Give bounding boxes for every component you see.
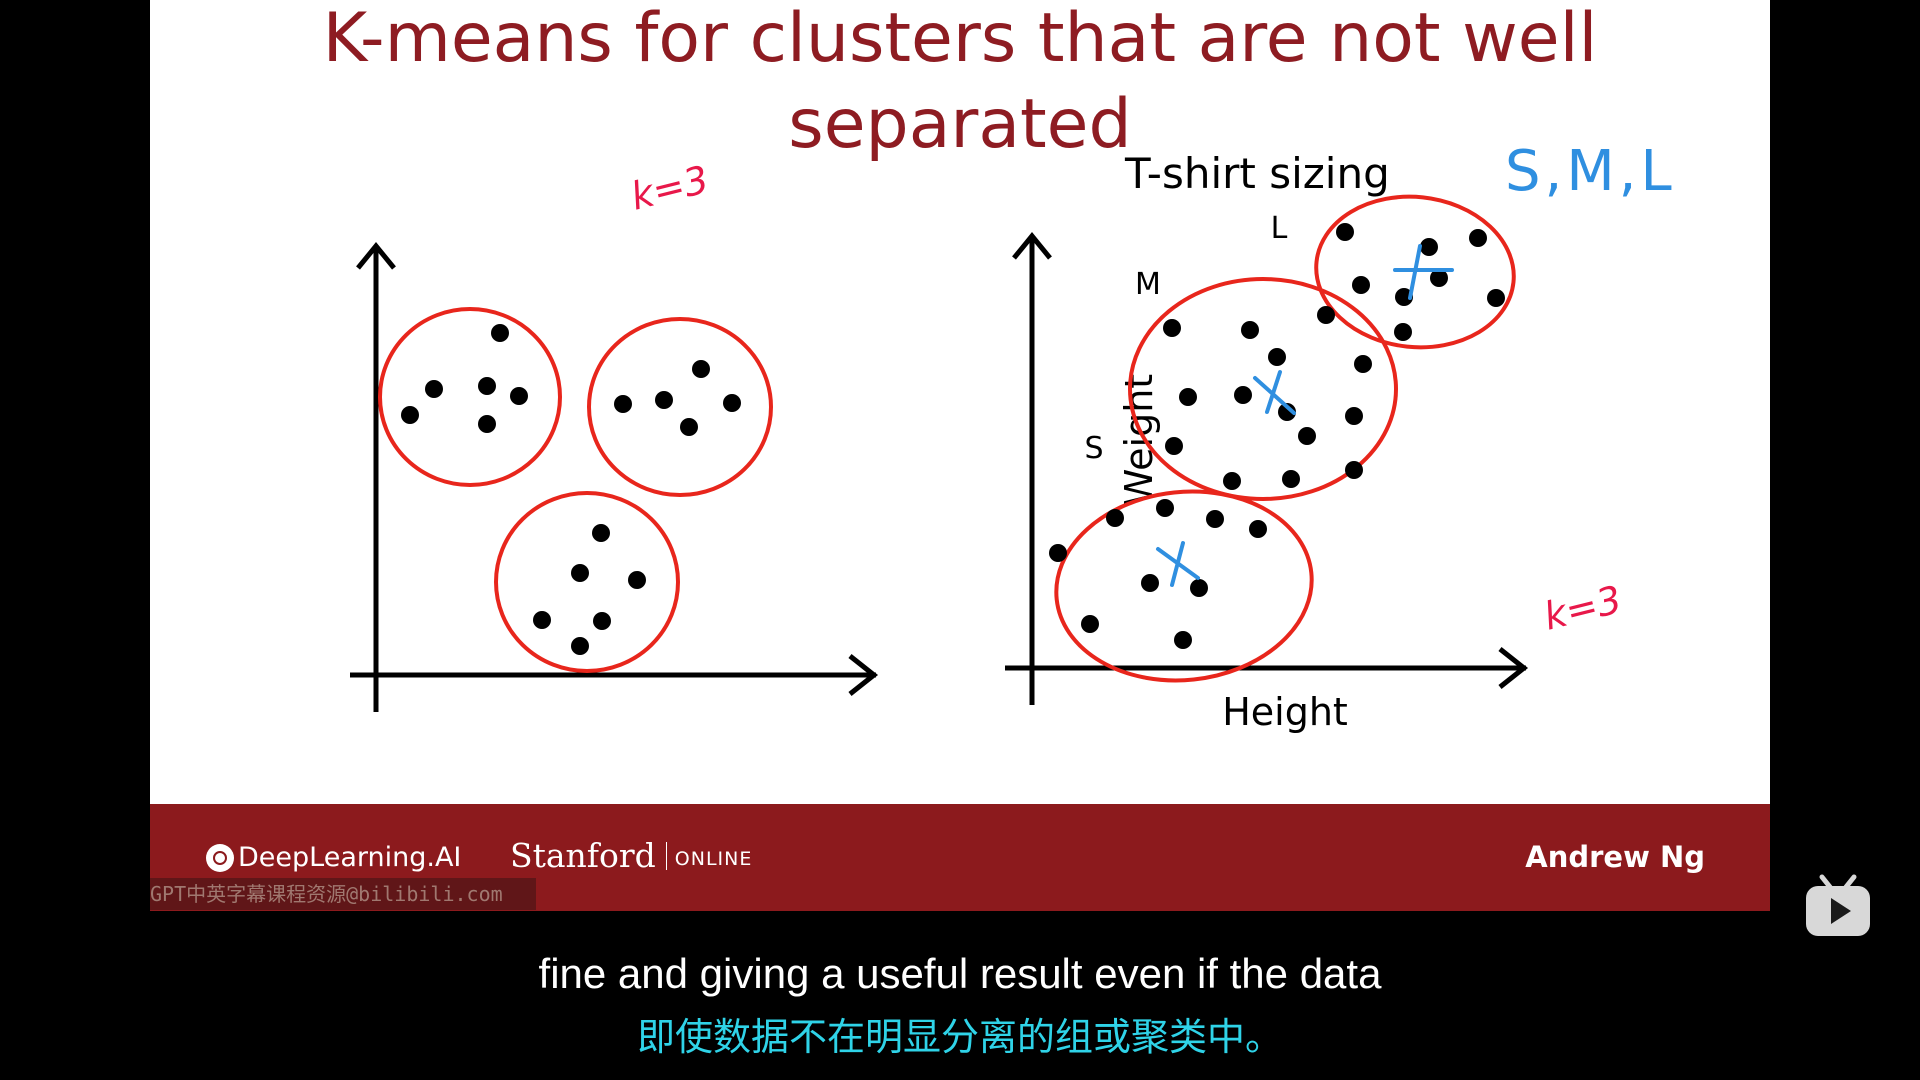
right-k-annotation: k=3 xyxy=(1540,577,1626,639)
height-axis-label: Height xyxy=(1222,690,1348,734)
left-plot: k=3 xyxy=(350,157,879,712)
play-icon xyxy=(1806,874,1870,936)
label-l: L xyxy=(1271,211,1288,246)
cluster-circle xyxy=(1054,489,1314,683)
data-point xyxy=(1469,229,1487,247)
data-point xyxy=(1395,288,1413,306)
data-point xyxy=(628,571,646,589)
cluster-circle xyxy=(494,491,680,673)
data-point xyxy=(1206,510,1224,528)
data-point xyxy=(1317,306,1335,324)
brand-name: DeepLearning.AI xyxy=(238,842,462,873)
left-k-annotation: k=3 xyxy=(627,157,713,219)
data-point xyxy=(478,415,496,433)
data-point xyxy=(1282,470,1300,488)
logo-divider xyxy=(665,842,667,870)
data-point xyxy=(1049,544,1067,562)
author-name: Andrew Ng xyxy=(1525,840,1705,874)
data-point xyxy=(1394,323,1412,341)
weight-axis-label: Weight xyxy=(1117,374,1161,506)
label-s: S xyxy=(1084,431,1103,466)
label-m: M xyxy=(1135,267,1161,302)
data-point xyxy=(723,394,741,412)
data-point xyxy=(1487,289,1505,307)
cluster-circle xyxy=(587,317,773,497)
data-point xyxy=(655,391,673,409)
data-point xyxy=(571,564,589,582)
left-data-points xyxy=(401,324,741,655)
centroid-x-medium xyxy=(1253,370,1296,415)
data-point xyxy=(425,380,443,398)
data-point xyxy=(1345,461,1363,479)
clustering-diagram: k=3 T-shirt sizing S,M,L k=3 Weight Heig… xyxy=(350,139,1676,734)
stanford-online-label: ONLINE xyxy=(674,848,753,870)
data-point xyxy=(1345,407,1363,425)
bilibili-play-button[interactable] xyxy=(1804,873,1872,939)
data-point xyxy=(1430,269,1448,287)
data-point xyxy=(1420,238,1438,256)
deeplearning-logo-icon xyxy=(206,843,234,872)
data-point xyxy=(1165,437,1183,455)
right-plot: T-shirt sizing S,M,L k=3 Weight Height S… xyxy=(1005,139,1676,734)
slide-title: K-means for clusters that are not well s… xyxy=(150,0,1770,168)
stanford-online-logo: Stanford ONLINE xyxy=(510,836,752,876)
stanford-name: Stanford xyxy=(510,836,656,875)
data-point xyxy=(401,406,419,424)
data-point xyxy=(614,395,632,413)
data-point xyxy=(680,418,698,436)
data-point xyxy=(1156,499,1174,517)
data-point xyxy=(1354,355,1372,373)
data-point xyxy=(533,611,551,629)
right-data-points xyxy=(1049,223,1505,649)
watermark: GPT中英字幕课程资源@bilibili.com xyxy=(150,878,536,910)
subtitle-english: fine and giving a useful result even if … xyxy=(538,950,1382,997)
slide: K-means for clusters that are not well s… xyxy=(150,0,1770,911)
data-point xyxy=(1190,579,1208,597)
cluster-circle xyxy=(1128,277,1398,501)
t-shirt-heading: T-shirt sizing xyxy=(1124,149,1390,198)
centroid-x-large xyxy=(1393,244,1454,300)
left-x-axis-arrow xyxy=(848,654,879,696)
left-y-axis-arrow xyxy=(356,242,396,270)
data-point xyxy=(1163,319,1181,337)
data-point xyxy=(593,612,611,630)
data-point xyxy=(510,387,528,405)
data-point xyxy=(1249,520,1267,538)
deeplearning-ai-logo: DeepLearning.AI xyxy=(206,842,461,873)
data-point xyxy=(1106,509,1124,527)
data-point xyxy=(478,377,496,395)
right-x-axis-arrow xyxy=(1498,647,1529,689)
right-y-axis-arrow xyxy=(1012,232,1052,260)
data-point xyxy=(1223,472,1241,490)
data-point xyxy=(1141,574,1159,592)
subtitle-chinese: 即使数据不在明显分离的组或聚类中。 xyxy=(636,1015,1283,1059)
data-point xyxy=(1081,615,1099,633)
data-point xyxy=(571,637,589,655)
data-point xyxy=(1268,348,1286,366)
data-point xyxy=(692,360,710,378)
title-line-1: K-means for clusters that are not well xyxy=(322,0,1598,78)
data-point xyxy=(592,524,610,542)
data-point xyxy=(1336,223,1354,241)
centroid-x-small xyxy=(1156,541,1200,587)
data-point xyxy=(1352,276,1370,294)
data-point xyxy=(491,324,509,342)
data-point xyxy=(1298,427,1316,445)
data-point xyxy=(1278,403,1296,421)
data-point xyxy=(1179,388,1197,406)
title-line-2: separated xyxy=(788,85,1132,164)
cluster-circle xyxy=(378,307,562,487)
data-point xyxy=(1234,386,1252,404)
cluster-circle xyxy=(1314,194,1516,350)
sizes-annotation: S,M,L xyxy=(1505,139,1676,204)
centroid-markers xyxy=(1156,244,1454,587)
data-point xyxy=(1174,631,1192,649)
data-point xyxy=(1241,321,1259,339)
